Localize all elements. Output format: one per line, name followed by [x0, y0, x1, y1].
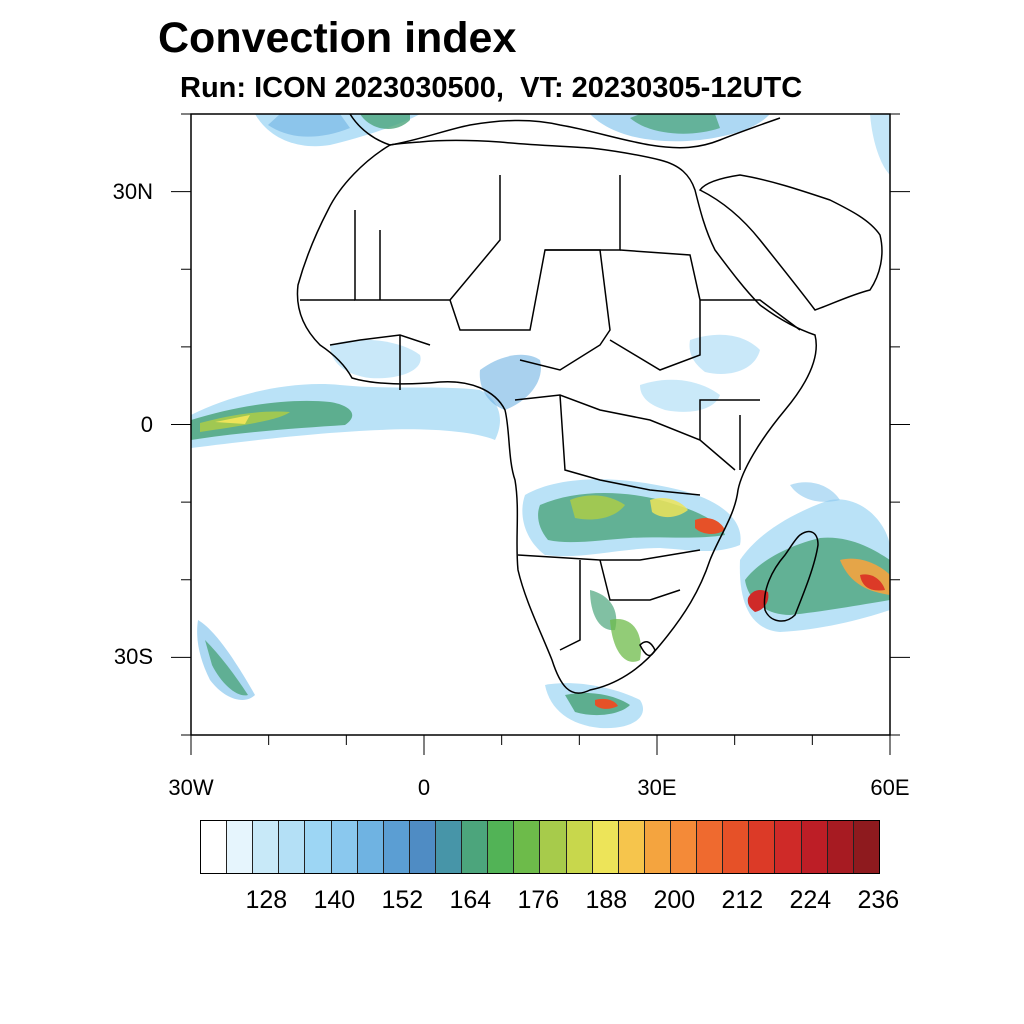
colorbar-swatch	[618, 821, 645, 873]
colorbar-label: 188	[585, 886, 628, 914]
colorbar-swatch	[592, 821, 619, 873]
colorbar-swatch	[462, 821, 489, 873]
colorbar-swatch	[253, 821, 280, 873]
colorbar-swatch	[305, 821, 332, 873]
colorbar-swatch	[409, 821, 436, 873]
lon-tick-label: 30W	[168, 775, 214, 800]
colorbar-swatch	[723, 821, 750, 873]
colorbar-swatch	[670, 821, 698, 873]
lat-tick-label: 0	[140, 411, 153, 437]
colorbar-labels: 128 140 152 164 176 188 200 212 224 236	[200, 886, 899, 916]
colorbar-swatch	[697, 821, 724, 873]
lon-tick-label: 60E	[870, 775, 910, 800]
axis-ticks	[171, 113, 910, 755]
chart-title: Convection index	[158, 14, 517, 62]
colorbar-swatch	[801, 821, 828, 873]
colorbar-swatch	[566, 821, 593, 873]
colorbar	[200, 820, 880, 874]
lon-tick-label: 30E	[637, 775, 677, 800]
colorbar-swatch	[201, 821, 228, 873]
colorbar-label: 212	[721, 886, 764, 914]
colorbar-label: 200	[653, 886, 696, 914]
colorbar-label: 176	[517, 886, 560, 914]
colorbar-label: 152	[381, 886, 424, 914]
colorbar-swatch	[540, 821, 567, 873]
colorbar-swatch	[749, 821, 776, 873]
chart-subtitle: Run: ICON 2023030500, VT: 20230305-12UTC	[180, 72, 803, 104]
colorbar-swatch	[383, 821, 410, 873]
colorbar-swatch	[775, 821, 802, 873]
colorbar-label: 140	[313, 886, 356, 914]
colorbar-label: 128	[245, 886, 288, 914]
lat-tick-label: 30S	[113, 644, 153, 670]
colorbar-swatch	[827, 821, 854, 873]
colorbar-label: 236	[857, 886, 900, 914]
convection-field	[191, 114, 890, 729]
colorbar-swatch	[644, 821, 671, 873]
colorbar-label: 224	[789, 886, 832, 914]
colorbar-swatch	[227, 821, 254, 873]
lat-tick-label: 30N	[112, 178, 153, 204]
lon-tick-label: 0	[417, 775, 431, 800]
colorbar-swatch	[853, 821, 879, 873]
colorbar-label: 164	[449, 886, 492, 914]
colorbar-swatch	[514, 821, 541, 873]
colorbar-swatch	[357, 821, 384, 873]
colorbar-swatch	[279, 821, 306, 873]
coastlines	[296, 114, 883, 694]
colorbar-swatch	[435, 821, 463, 873]
colorbar-swatch	[488, 821, 515, 873]
colorbar-swatch	[331, 821, 358, 873]
